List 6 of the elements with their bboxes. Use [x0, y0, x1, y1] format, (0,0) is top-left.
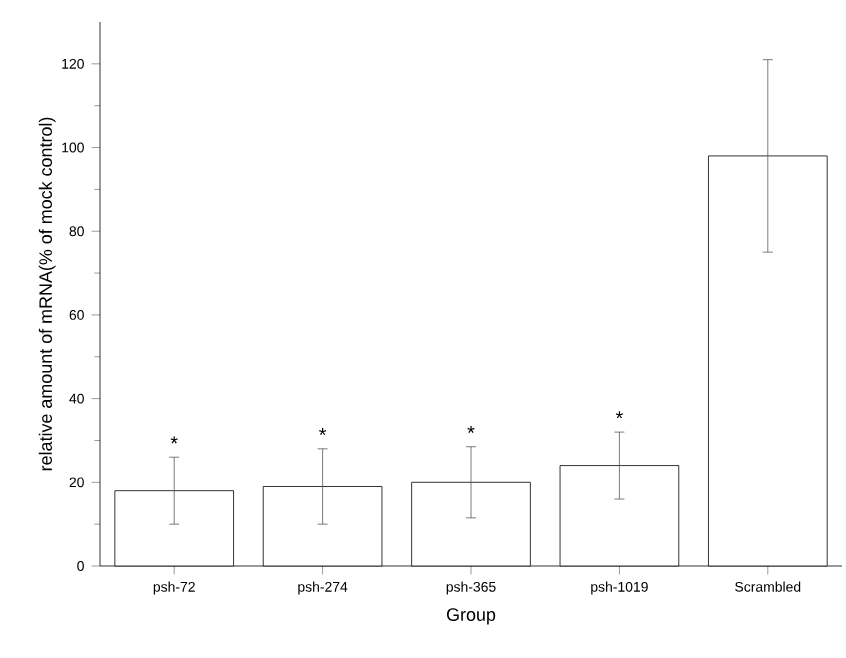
annotation: * [467, 425, 475, 433]
annotation: * [170, 436, 178, 444]
y-axis-title: relative amount of mRNA(% of mock control) [38, 117, 56, 471]
annotation: * [615, 411, 623, 419]
annotation: * [319, 428, 327, 436]
x-axis-title: Group [446, 608, 496, 625]
